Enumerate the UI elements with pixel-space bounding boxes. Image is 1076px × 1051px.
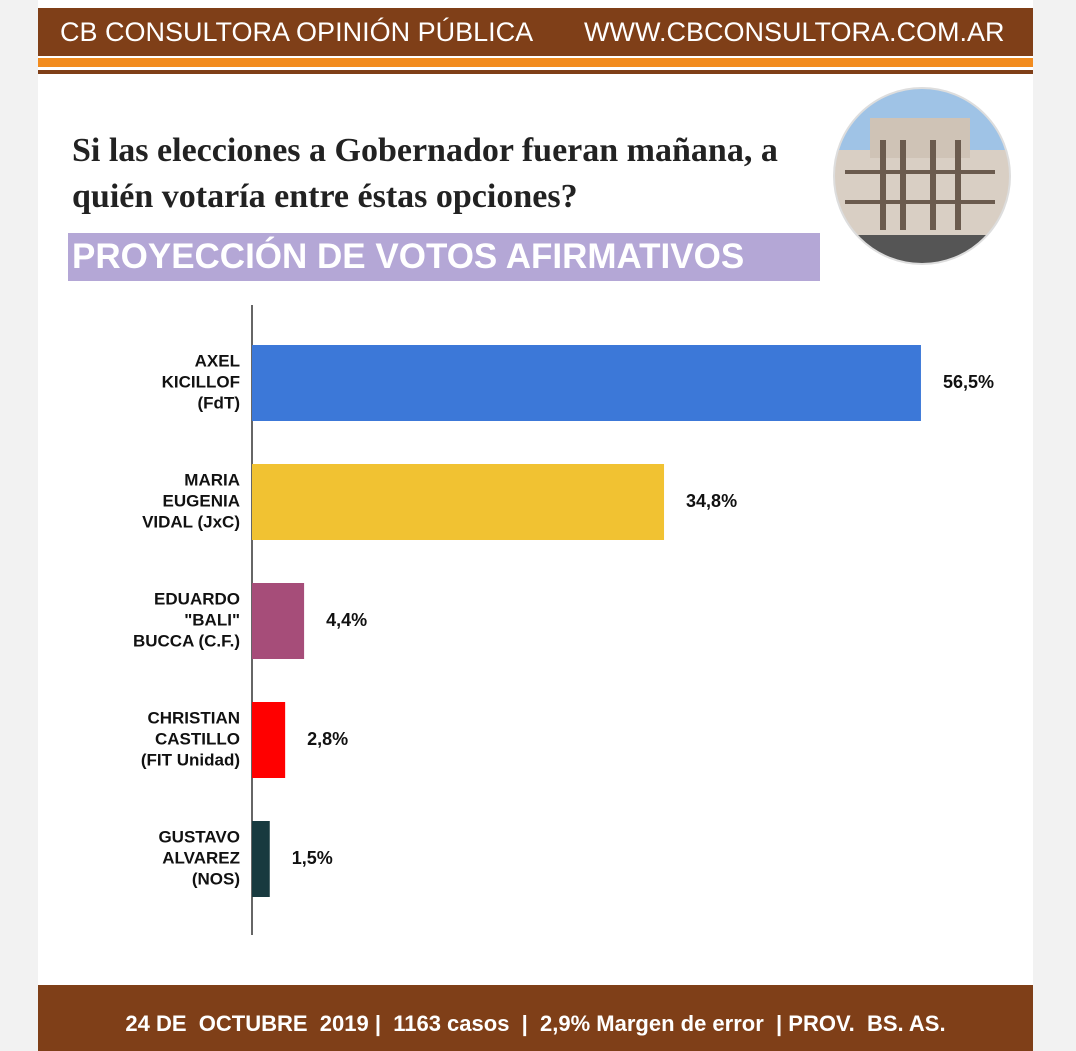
header-bar [38, 8, 1033, 56]
value-label: 34,8% [686, 491, 737, 511]
photo-frame [833, 87, 1011, 265]
category-label: (NOS) [192, 869, 240, 888]
bar [252, 702, 286, 778]
footer: 24 DE OCTUBRE 2019 | 1163 casos | 2,9% M… [38, 985, 1033, 1051]
bar [252, 821, 270, 897]
category-label: CASTILLO [155, 729, 240, 748]
header-stripe [38, 58, 1033, 67]
category-label: ALVAREZ [162, 848, 240, 867]
header-right: WWW.CBCONSULTORA.COM.AR [584, 17, 1005, 47]
category-label: EUGENIA [163, 491, 240, 510]
category-label: EDUARDO [154, 589, 240, 608]
value-label: 2,8% [307, 729, 348, 749]
chart: 56,5% AXEL KICILLOF (FdT) 34,8% MARIA EUGENIA V… [133, 87, 1011, 935]
bar [252, 345, 921, 421]
category-label: CHRISTIAN [147, 708, 240, 727]
category-label: MARIA [184, 470, 240, 489]
category-label: BUCCA (C.F.) [133, 631, 240, 650]
header-left: CB CONSULTORA OPINIÓN PÚBLICA [60, 17, 534, 47]
chart-subtitle: PROYECCIÓN DE VOTOS AFIRMATIVOS [68, 233, 820, 281]
category-label: GUSTAVO [158, 827, 240, 846]
category-label: VIDAL (JxC) [142, 512, 240, 531]
bar [252, 464, 665, 540]
category-label: AXEL [195, 351, 240, 370]
value-label: 56,5% [943, 372, 994, 392]
category-label: KICILLOF [162, 372, 240, 391]
category-label: (FdT) [198, 393, 240, 412]
value-label: 1,5% [292, 848, 333, 868]
category-label: "BALI" [184, 610, 240, 629]
category-label: (FIT Unidad) [141, 750, 240, 769]
chart-title: Si las elecciones a Gobernador fueran ma… [72, 132, 778, 215]
bar [252, 583, 305, 659]
value-label: 4,4% [326, 610, 367, 630]
header-line [38, 70, 1033, 74]
